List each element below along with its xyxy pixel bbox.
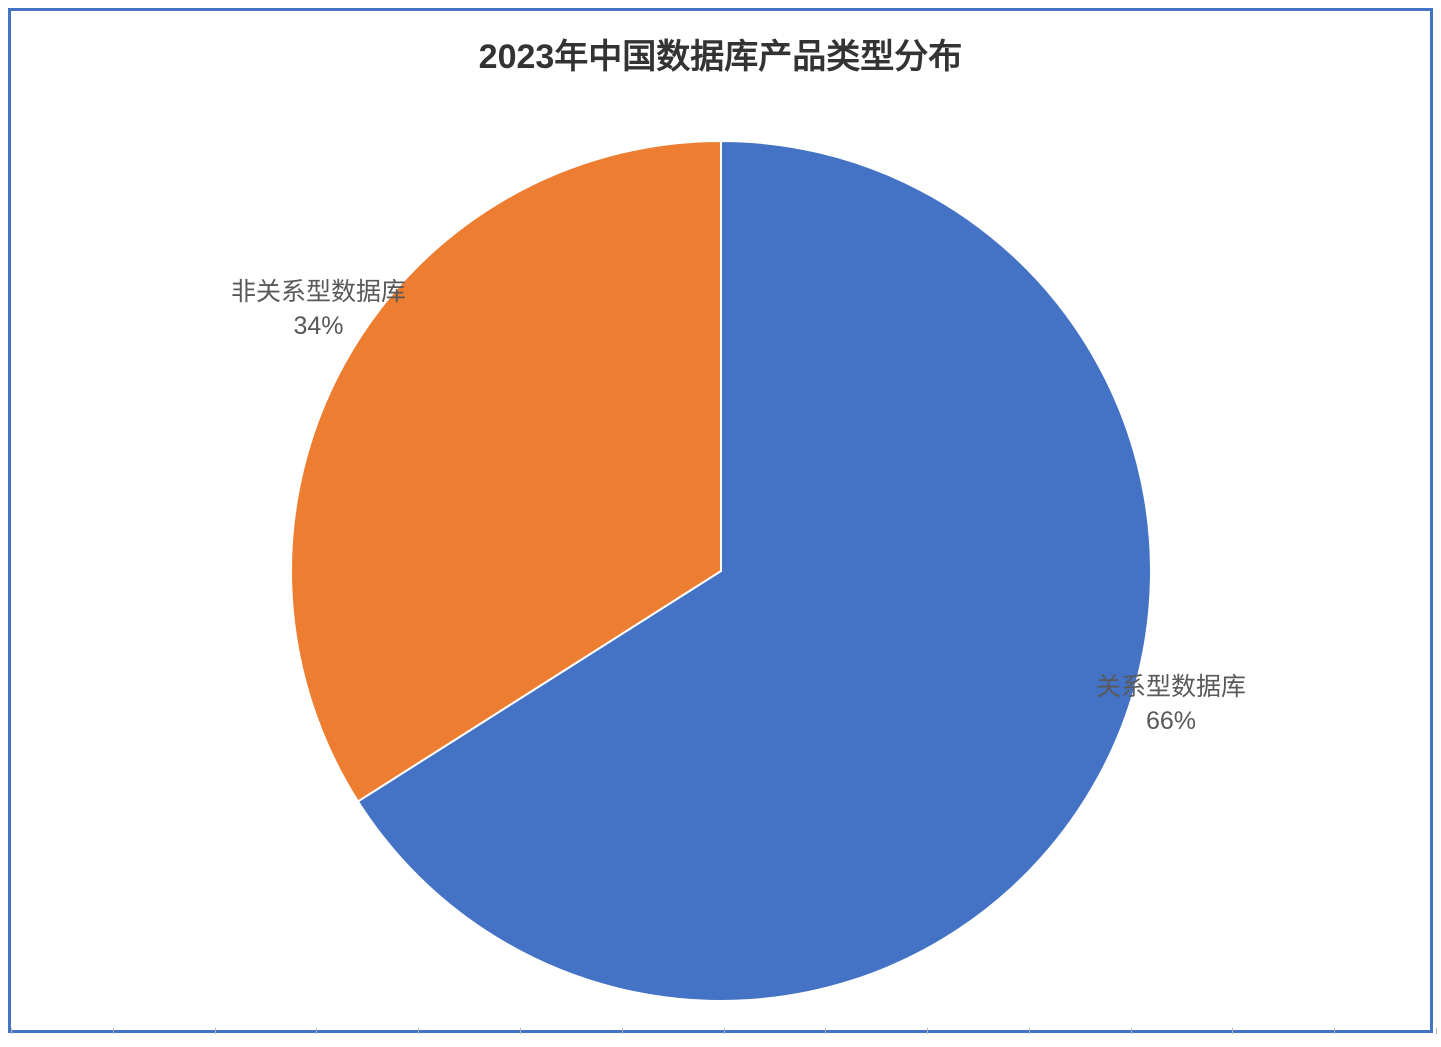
slice-label-text: 非关系型数据库 [231, 278, 406, 306]
pie-chart [286, 136, 1156, 1006]
slice-label-pct: 34% [231, 310, 406, 344]
pie-svg [286, 136, 1156, 1006]
slice-label-text: 关系型数据库 [1096, 673, 1246, 701]
slice-label-non-relational: 非关系型数据库 34% [231, 276, 406, 344]
slice-label-relational: 关系型数据库 66% [1096, 671, 1246, 739]
chart-frame: 2023年中国数据库产品类型分布 关系型数据库 66% 非关系型数据库 34% [8, 8, 1433, 1033]
bottom-tick-row [11, 1026, 1430, 1034]
chart-title: 2023年中国数据库产品类型分布 [11, 29, 1430, 78]
slice-label-pct: 66% [1096, 705, 1246, 739]
